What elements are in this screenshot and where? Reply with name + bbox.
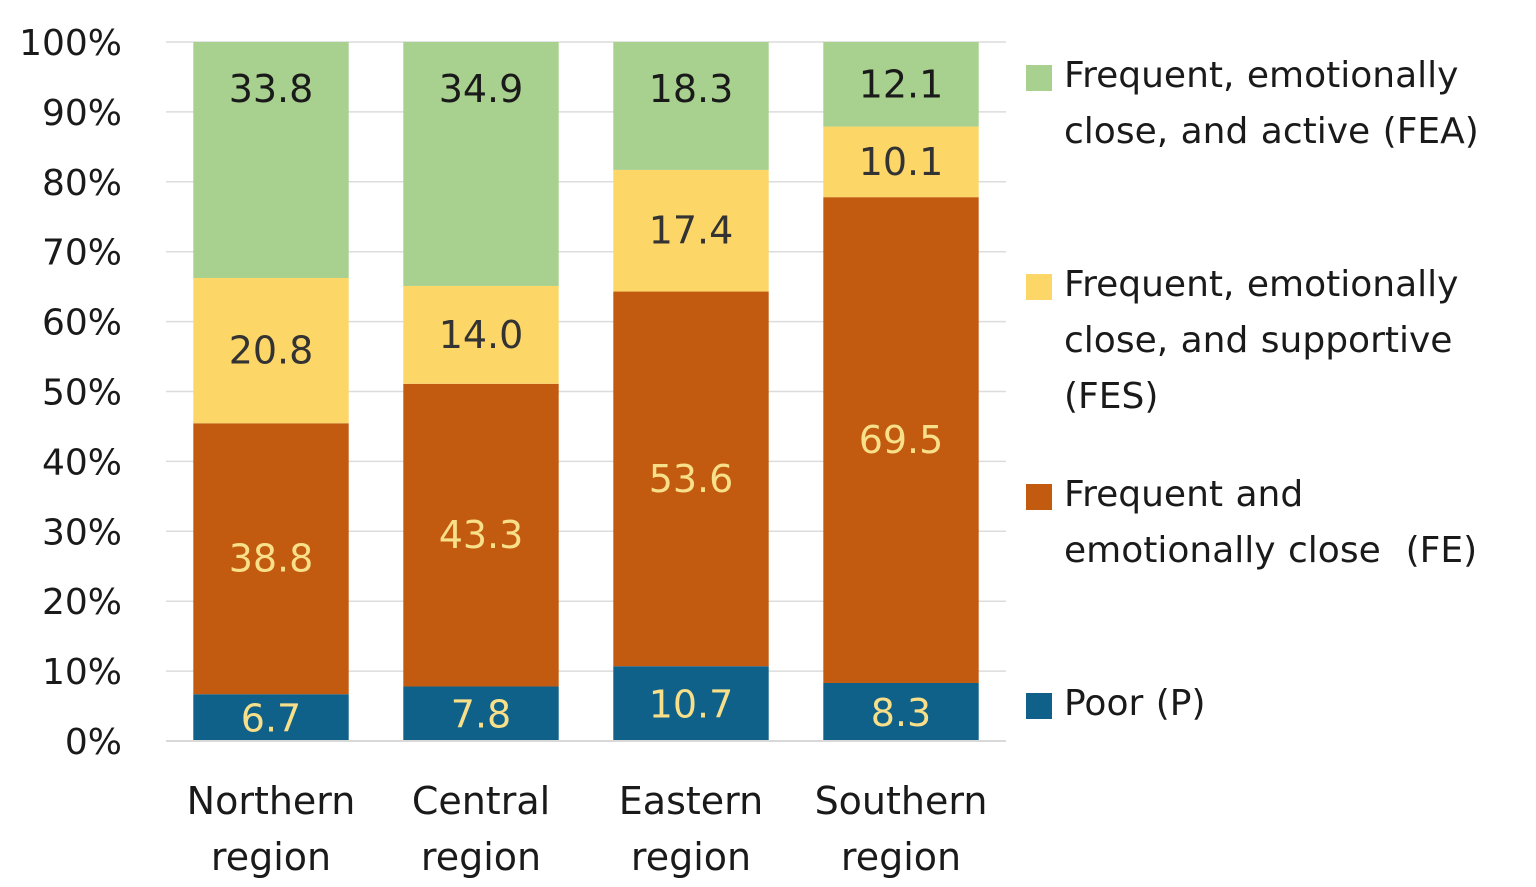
legend-swatch-poor (1026, 693, 1052, 719)
legend-swatch-fea (1026, 65, 1052, 91)
bar-segments (193, 42, 979, 741)
y-tick-label: 70% (42, 233, 122, 274)
bar-segment-poor (193, 694, 349, 741)
data-label: 18.3 (649, 67, 734, 111)
bar-segment-fe (823, 197, 979, 683)
bar-segment-fes (613, 169, 769, 292)
y-tick-label: 90% (42, 93, 122, 134)
legend-swatch-fes (1026, 274, 1052, 300)
y-tick-label: 60% (42, 303, 122, 344)
x-tick-label: Eastern (619, 779, 763, 823)
y-tick-label: 80% (42, 163, 122, 204)
y-tick-label: 10% (42, 652, 122, 693)
legend-label-poor: Poor (P) (1064, 683, 1206, 724)
data-label: 69.5 (859, 418, 944, 462)
y-tick-label: 20% (42, 582, 122, 623)
x-tick-label: Northern (187, 779, 356, 823)
x-axis-category-labels: Northern region Central region Eastern region… (187, 779, 988, 879)
x-tick-label: region (211, 835, 331, 879)
bar-segment-fes (403, 285, 559, 384)
data-label: 10.7 (649, 683, 734, 727)
data-label: 12.1 (859, 62, 944, 106)
bar-segment-fe (193, 423, 349, 695)
data-label: 7.8 (451, 693, 511, 737)
bar-segment-fes (193, 278, 349, 424)
data-label: 17.4 (649, 209, 734, 253)
x-tick-label: region (841, 835, 961, 879)
bar-segment-fea (403, 42, 559, 286)
x-tick-label: Central (412, 779, 550, 823)
data-label: 43.3 (439, 513, 524, 557)
bar-segment-poor (403, 686, 559, 741)
data-label: 20.8 (229, 329, 314, 373)
data-label: 6.7 (241, 697, 301, 741)
bar-segment-fea (193, 42, 349, 279)
bar-segment-poor (613, 666, 769, 741)
data-label: 14.0 (439, 313, 524, 357)
bar-segment-poor (823, 682, 979, 741)
x-tick-label: region (421, 835, 541, 879)
x-tick-label: Southern (815, 779, 988, 823)
data-labels: 6.7 38.8 20.8 33.8 7.8 43.3 14.0 34.9 10.7 53.6 17… (229, 62, 944, 740)
y-axis-tick-labels: 0% 10% 20% 30% 40% 50% 60% 70% 80% 90% 100% (19, 23, 122, 763)
x-tick-label: region (631, 835, 751, 879)
bar-segment-fe (403, 383, 559, 687)
data-label: 38.8 (229, 537, 314, 581)
bar-segment-fea (823, 42, 979, 127)
data-label: 33.8 (229, 67, 314, 111)
y-tick-label: 100% (19, 23, 122, 64)
legend-label-fe: Frequent and emotionally close (FE) (1064, 474, 1478, 571)
legend: Frequent, emotionally close, and active … (1026, 0, 1526, 887)
y-tick-label: 30% (42, 512, 122, 553)
data-label: 8.3 (871, 691, 931, 735)
data-label: 53.6 (649, 457, 734, 501)
y-tick-label: 0% (65, 722, 122, 763)
legend-swatch-fe (1026, 484, 1052, 510)
data-label: 10.1 (859, 140, 944, 184)
legend-label-fes: Frequent, emotionally close, and support… (1064, 264, 1459, 417)
bar-segment-fea (613, 42, 769, 170)
bar-segment-fe (613, 291, 769, 667)
y-tick-label: 40% (42, 442, 122, 483)
y-tick-label: 50% (42, 373, 122, 414)
data-label: 34.9 (439, 67, 524, 111)
bar-segment-fes (823, 126, 979, 198)
legend-label-fea: Frequent, emotionally close, and active … (1064, 55, 1479, 152)
